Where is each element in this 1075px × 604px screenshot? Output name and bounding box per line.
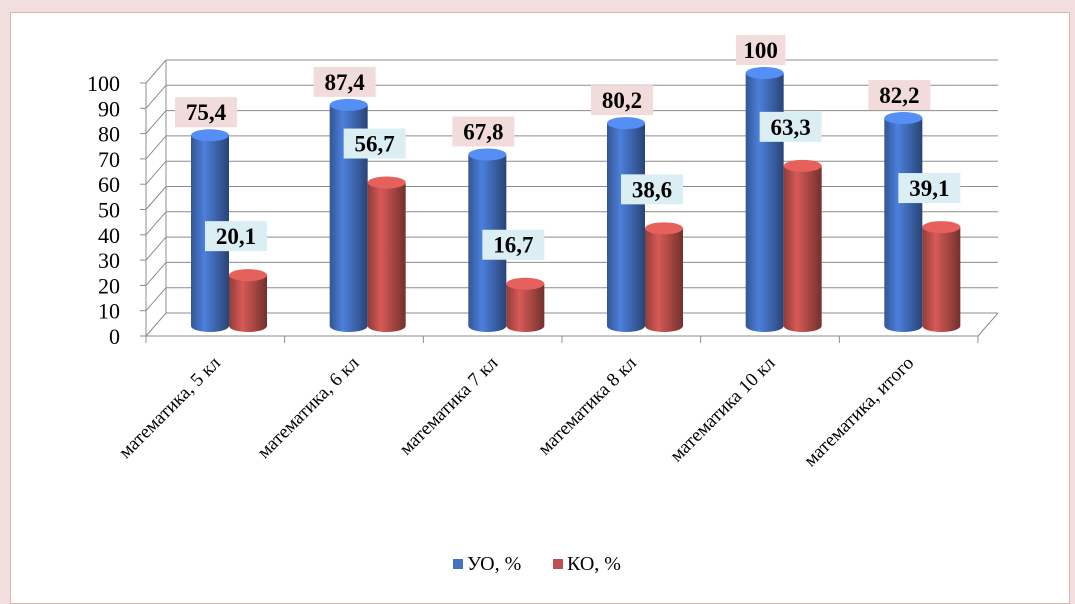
data-label: 38,6 <box>632 177 672 202</box>
x-tick-label: математика, итого <box>800 353 918 471</box>
x-tick-label: математика 7 кл <box>395 352 502 459</box>
data-label: 82,2 <box>879 83 919 108</box>
bar-ko-top <box>645 222 683 235</box>
legend-label: КО, % <box>567 553 621 575</box>
bar-ko <box>229 275 267 332</box>
gridline-side <box>145 312 167 337</box>
x-tick-label: математика, 5 кл <box>115 352 225 462</box>
y-tick-label: 30 <box>98 248 120 273</box>
data-label-bg <box>313 66 376 97</box>
bar-ko <box>922 227 961 332</box>
y-tick-label: 40 <box>98 223 120 248</box>
bar-uo <box>329 104 368 333</box>
gridline-side <box>145 236 167 261</box>
x-tick-label: математика, 6 кл <box>253 352 363 462</box>
data-label: 80,2 <box>602 88 642 113</box>
bar-uo <box>607 123 645 333</box>
y-tick-label: 50 <box>98 198 120 223</box>
bar-ko <box>367 182 406 332</box>
data-label-bg <box>735 35 786 65</box>
data-label: 75,4 <box>186 100 227 125</box>
gridline-side <box>145 59 167 84</box>
bar-ko-top <box>506 277 545 290</box>
bar-ko-top <box>783 159 822 172</box>
gridline-side <box>145 287 167 312</box>
y-tick-label: 80 <box>98 122 120 147</box>
legend-swatch <box>553 559 563 569</box>
x-tick-label: математика 8 кл <box>534 352 641 459</box>
gridline-side <box>145 211 167 236</box>
bar-uo-top <box>468 148 507 161</box>
y-tick-label: 10 <box>98 299 120 324</box>
gridline-side <box>145 84 167 109</box>
x-tick-label: математика 10 кл <box>666 352 780 466</box>
bar-ko <box>783 165 822 332</box>
y-tick-label: 20 <box>98 273 120 298</box>
y-tick-label: 70 <box>98 147 120 172</box>
data-label: 87,4 <box>325 70 366 95</box>
bar-uo-top <box>329 98 368 111</box>
data-label-bg <box>205 221 267 252</box>
data-label-bg <box>343 128 406 159</box>
y-tick-label: 0 <box>109 324 120 349</box>
data-label-bg <box>868 80 931 111</box>
data-label: 39,1 <box>909 176 949 201</box>
data-label: 20,1 <box>216 224 256 249</box>
data-label-bg <box>759 111 822 142</box>
bar-uo-top <box>884 112 923 125</box>
bar-ko-top <box>367 176 406 189</box>
data-label: 67,8 <box>463 119 503 144</box>
data-label: 100 <box>743 38 778 63</box>
bar-uo <box>745 73 784 332</box>
gridline-side <box>145 135 167 160</box>
data-label-bg <box>898 173 961 204</box>
bar-uo-top <box>191 129 229 142</box>
legend-swatch <box>453 559 463 569</box>
data-label: 63,3 <box>771 115 811 140</box>
y-tick-label: 60 <box>98 172 120 197</box>
data-label: 56,7 <box>355 132 395 157</box>
data-label-bg <box>591 85 653 116</box>
gridline-side <box>145 262 167 286</box>
bar-ko-top <box>229 269 267 282</box>
y-tick-label: 100 <box>87 71 120 96</box>
bar-ko <box>645 228 683 332</box>
bar-uo-top <box>607 117 645 130</box>
gridline-side <box>145 110 167 134</box>
data-label-bg <box>482 229 545 260</box>
data-label: 16,7 <box>493 233 533 258</box>
data-label-bg <box>621 174 683 205</box>
y-tick-label: 90 <box>98 96 120 121</box>
gridline-side <box>145 160 167 185</box>
gridline-side <box>145 186 167 210</box>
data-label-bg <box>175 97 237 128</box>
data-label-bg <box>452 116 515 147</box>
floor-edge <box>977 312 999 337</box>
bar-uo-top <box>745 67 784 79</box>
bar-uo <box>884 118 923 332</box>
legend-label: УО, % <box>467 553 521 575</box>
bar-ko <box>506 283 545 332</box>
bar-ko-top <box>922 221 961 234</box>
